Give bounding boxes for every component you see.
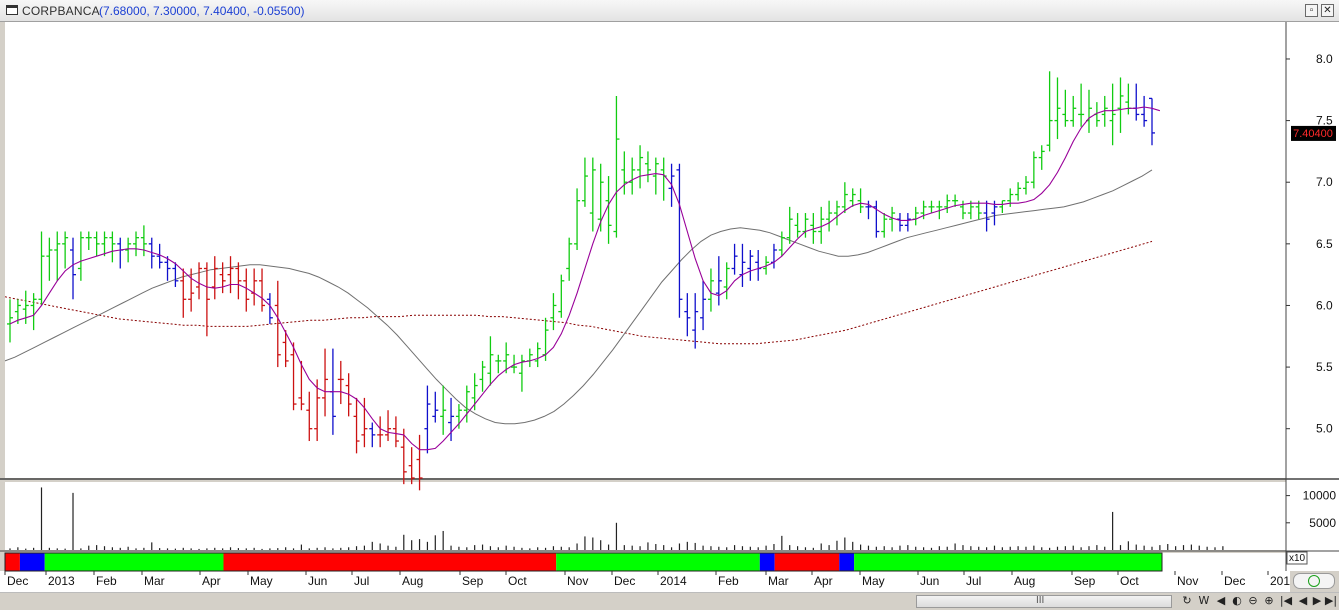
volume-panel: [5, 482, 1286, 550]
contrast-icon[interactable]: ◐: [1232, 594, 1242, 607]
last-price-box: [1291, 125, 1336, 141]
time-tick-label: 2014: [660, 574, 687, 588]
signal-strip-border: [4, 552, 1163, 572]
prev-icon[interactable]: ◀: [1298, 594, 1308, 607]
time-tick-label: Dec: [614, 574, 635, 588]
time-tick-label: Aug: [1014, 574, 1035, 588]
ma-fast-line: [9, 106, 1161, 451]
chart-window-icon: [6, 5, 18, 15]
signal-segment: [44, 553, 224, 571]
time-axis-panel: [0, 571, 1290, 592]
time-tick-label: 201: [1270, 574, 1290, 588]
price-tick-label: 5.0: [1316, 422, 1333, 436]
price-tick-label: 8.0: [1316, 52, 1333, 66]
time-tick-label: Dec: [7, 574, 28, 588]
time-tick-label: May: [250, 574, 273, 588]
scroll-left-icon[interactable]: ◀: [1216, 594, 1226, 607]
zoom-out-icon[interactable]: ⊖: [1248, 594, 1258, 607]
time-tick-label: Apr: [202, 574, 221, 588]
signal-segment: [839, 553, 855, 571]
time-tick-label: Jun: [920, 574, 939, 588]
smiley-status-icon[interactable]: [1293, 573, 1335, 589]
time-tick-label: Nov: [1177, 574, 1198, 588]
price-tick-label: 6.0: [1316, 298, 1333, 312]
refresh-icon[interactable]: ↻: [1182, 594, 1192, 607]
time-tick-label: May: [862, 574, 885, 588]
time-tick-label: Dec: [1224, 574, 1245, 588]
restore-button[interactable]: ▫: [1305, 4, 1318, 17]
time-tick-label: Oct: [508, 574, 527, 588]
chart-area: 5.0 5.5 6.0 6.5 7.0 7.5 8.0 7.40400 5000 10000 x10…: [0, 22, 1339, 597]
last-price-label: 7.40400: [1293, 128, 1333, 140]
ma-slow-line: [4, 240, 1153, 345]
time-tick-label: Sep: [1074, 574, 1096, 588]
time-tick-label: Mar: [768, 574, 789, 588]
scroll-grip: III: [1036, 595, 1045, 606]
price-panel: [5, 22, 1286, 478]
volume-scale-label: x10: [1289, 553, 1306, 564]
time-tick-label: Feb: [718, 574, 739, 588]
signal-segment: [556, 553, 760, 571]
price-tick-label: 7.5: [1316, 114, 1333, 128]
zoom-in-icon[interactable]: ⊕: [1264, 594, 1274, 607]
signal-segment: [19, 553, 45, 571]
time-tick-label: Aug: [402, 574, 423, 588]
time-tick-label: Mar: [144, 574, 165, 588]
price-tick-label: 6.5: [1316, 237, 1333, 251]
go-end-icon[interactable]: ▶|: [1324, 594, 1338, 607]
volume-scale-box: [1286, 551, 1308, 565]
time-tick-label: Jul: [354, 574, 369, 588]
signal-segment: [5, 553, 20, 571]
ma-mid-line: [4, 169, 1153, 425]
window-titlebar: CORPBANCA (7.68000, 7.30000, 7.40400, -0…: [0, 0, 1339, 22]
time-tick-label: Jun: [308, 574, 327, 588]
go-start-icon[interactable]: |◀: [1279, 594, 1293, 607]
ohlc-values: (7.68000, 7.30000, 7.40400, -0.05500): [99, 4, 305, 18]
signal-segment: [223, 553, 557, 571]
navigation-bar: III ↻ W ◀ ◐ ⊖ ⊕ |◀ ◀ ▶ ▶|: [0, 592, 1339, 610]
signal-segment: [854, 553, 1162, 571]
signal-segment: [759, 553, 775, 571]
horizontal-scrollbar[interactable]: III: [916, 595, 1172, 608]
volume-tick-label: 5000: [1309, 516, 1336, 530]
time-tick-label: 2013: [48, 574, 75, 588]
time-tick-label: Apr: [814, 574, 833, 588]
price-chart-svg: 5.0 5.5 6.0 6.5 7.0 7.5 8.0 7.40400 5000 10000 x10…: [0, 22, 1339, 592]
price-tick-label: 5.5: [1316, 360, 1333, 374]
price-tick-label: 7.0: [1316, 175, 1333, 189]
time-tick-label: Feb: [96, 574, 117, 588]
time-tick-label: Sep: [462, 574, 484, 588]
close-button[interactable]: ✕: [1321, 4, 1334, 17]
next-icon[interactable]: ▶: [1312, 594, 1322, 607]
signal-segment: [774, 553, 840, 571]
weekly-button[interactable]: W: [1198, 594, 1210, 607]
symbol-name: CORPBANCA: [22, 4, 100, 18]
time-tick-label: Nov: [567, 574, 588, 588]
time-tick-label: Jul: [966, 574, 981, 588]
volume-tick-label: 10000: [1303, 489, 1337, 503]
time-tick-label: Oct: [1120, 574, 1139, 588]
